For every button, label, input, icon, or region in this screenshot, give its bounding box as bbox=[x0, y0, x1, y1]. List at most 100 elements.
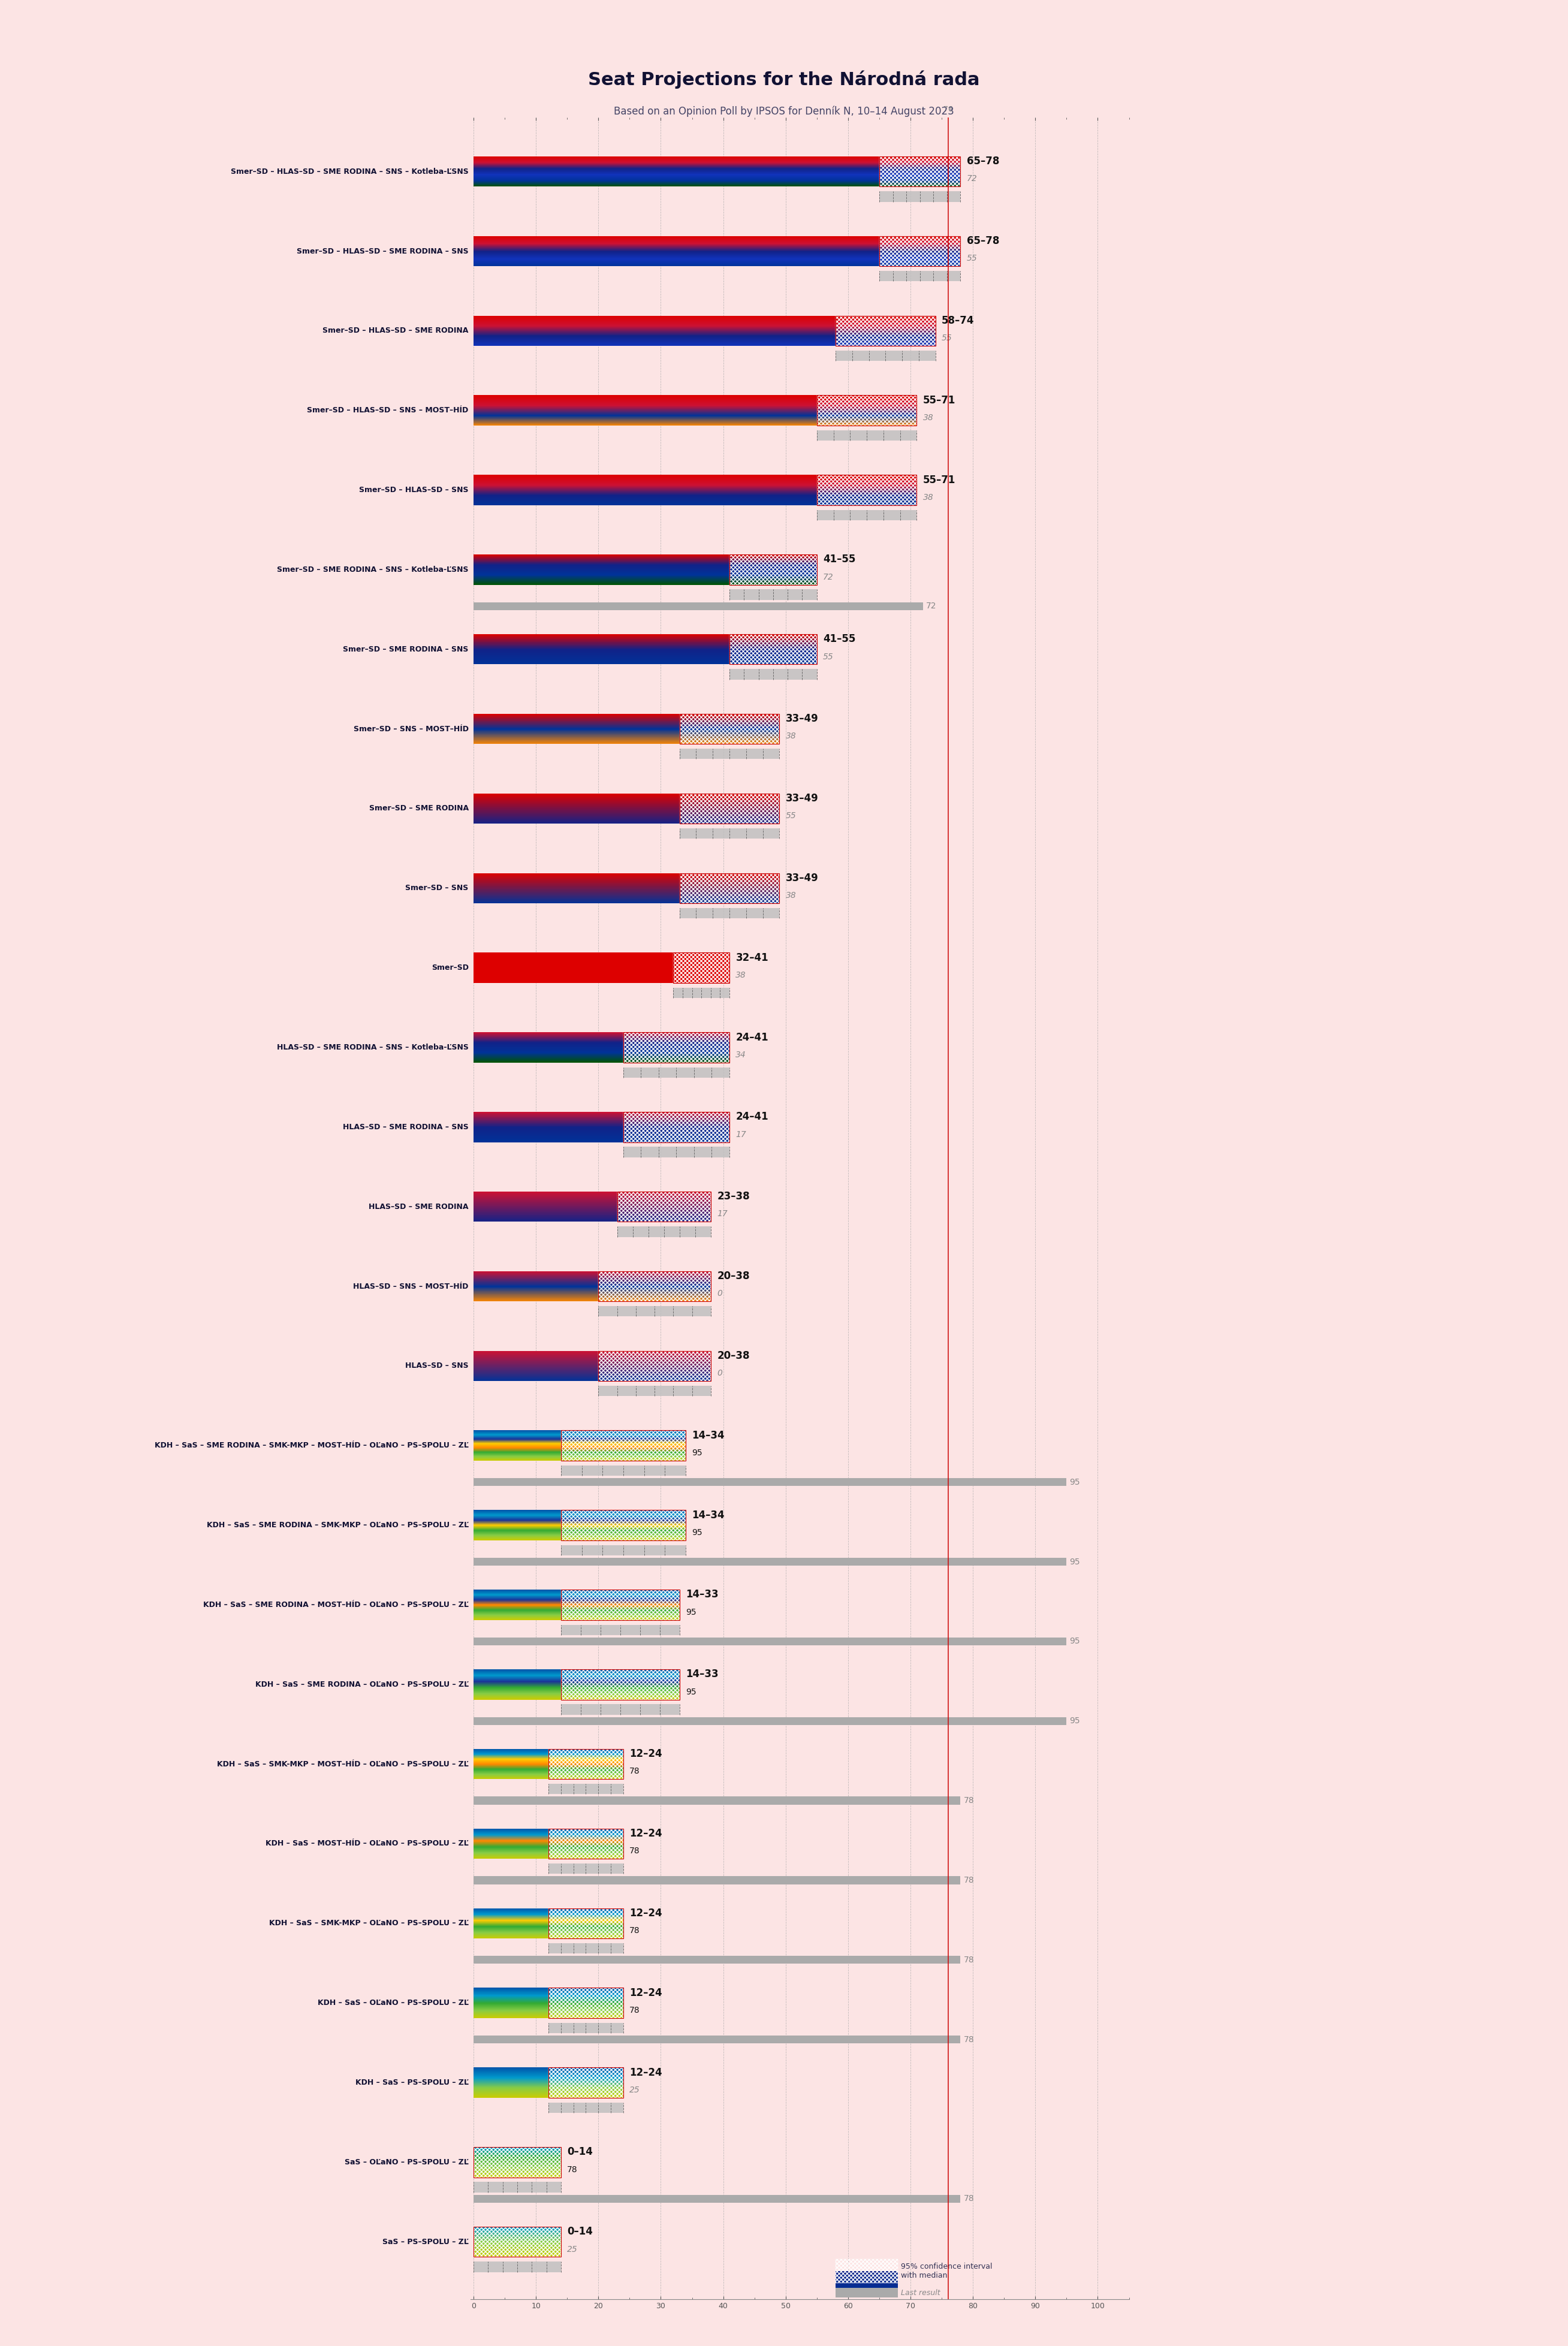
Text: 24–41: 24–41 bbox=[735, 1032, 768, 1042]
Text: Based on an Opinion Poll by IPSOS for Denník N, 10–14 August 2023: Based on an Opinion Poll by IPSOS for De… bbox=[613, 106, 955, 117]
Text: 78: 78 bbox=[964, 1877, 974, 1884]
Bar bbox=[624, 1112, 729, 1143]
Bar bbox=[618, 1192, 710, 1222]
Bar bbox=[474, 2226, 561, 2257]
Text: 38: 38 bbox=[924, 413, 933, 422]
Text: 78: 78 bbox=[568, 2165, 577, 2175]
Text: SaS – OĽaNO – PS–SPOLU – ZĽ: SaS – OĽaNO – PS–SPOLU – ZĽ bbox=[345, 2158, 469, 2165]
Text: 95: 95 bbox=[1069, 1717, 1080, 1724]
Text: 0: 0 bbox=[717, 1370, 723, 1377]
Text: 17: 17 bbox=[717, 1211, 728, 1218]
Bar bbox=[599, 1351, 710, 1382]
Bar bbox=[549, 1942, 624, 1954]
Bar bbox=[729, 589, 817, 601]
Bar bbox=[729, 554, 817, 584]
Text: 65–78: 65–78 bbox=[966, 235, 999, 246]
Text: 78: 78 bbox=[630, 1767, 640, 1776]
Bar bbox=[880, 237, 961, 267]
Text: 0: 0 bbox=[717, 1290, 723, 1297]
Text: 12–24: 12–24 bbox=[630, 1987, 662, 1999]
Text: KDH – SaS – SME RODINA – OĽaNO – PS–SPOLU – ZĽ: KDH – SaS – SME RODINA – OĽaNO – PS–SPOL… bbox=[256, 1680, 469, 1689]
Bar bbox=[679, 793, 779, 823]
Bar bbox=[836, 2259, 898, 2283]
Text: Smer–SD – HLAS–SD – SME RODINA – SNS: Smer–SD – HLAS–SD – SME RODINA – SNS bbox=[296, 246, 469, 256]
Bar bbox=[474, 1717, 1066, 1724]
Bar bbox=[624, 1032, 729, 1063]
Text: 78: 78 bbox=[630, 1926, 640, 1935]
Bar bbox=[549, 2067, 624, 2097]
Bar bbox=[618, 1227, 710, 1236]
Text: HLAS–SD – SME RODINA – SNS: HLAS–SD – SME RODINA – SNS bbox=[343, 1124, 469, 1131]
Text: 12–24: 12–24 bbox=[630, 1907, 662, 1919]
Text: 78: 78 bbox=[964, 2194, 974, 2203]
Text: 14–34: 14–34 bbox=[691, 1431, 724, 1440]
Bar bbox=[474, 2262, 561, 2271]
Text: 33–49: 33–49 bbox=[786, 713, 818, 725]
Bar bbox=[729, 669, 817, 680]
Text: 34: 34 bbox=[735, 1051, 746, 1058]
Bar bbox=[599, 1272, 710, 1302]
Bar bbox=[624, 1147, 729, 1157]
Text: 76: 76 bbox=[944, 106, 953, 113]
Text: 24–41: 24–41 bbox=[735, 1112, 768, 1121]
Text: 14–34: 14–34 bbox=[691, 1508, 724, 1520]
Bar bbox=[474, 2147, 561, 2177]
Bar bbox=[549, 1828, 624, 1858]
Bar bbox=[836, 317, 936, 345]
Bar bbox=[549, 2067, 624, 2097]
Bar bbox=[561, 1546, 685, 1555]
Text: 55: 55 bbox=[823, 652, 834, 662]
Text: Smer–SD – HLAS–SD – SNS – MOST–HÍD: Smer–SD – HLAS–SD – SNS – MOST–HÍD bbox=[307, 406, 469, 415]
Bar bbox=[599, 1351, 710, 1382]
Text: 55–71: 55–71 bbox=[924, 394, 955, 406]
Text: KDH – SaS – SME RODINA – SMK-MKP – OĽaNO – PS–SPOLU – ZĽ: KDH – SaS – SME RODINA – SMK-MKP – OĽaNO… bbox=[207, 1520, 469, 1530]
Bar bbox=[836, 317, 936, 345]
Text: Smer–SD – SME RODINA – SNS: Smer–SD – SME RODINA – SNS bbox=[343, 645, 469, 652]
Text: KDH – SaS – OĽaNO – PS–SPOLU – ZĽ: KDH – SaS – OĽaNO – PS–SPOLU – ZĽ bbox=[317, 1999, 469, 2006]
Bar bbox=[549, 1863, 624, 1874]
Bar bbox=[618, 1192, 710, 1222]
Text: HLAS–SD – SME RODINA: HLAS–SD – SME RODINA bbox=[368, 1203, 469, 1211]
Bar bbox=[474, 1478, 1066, 1485]
Text: Smer–SD: Smer–SD bbox=[431, 964, 469, 971]
Text: Last result: Last result bbox=[902, 2290, 941, 2297]
Bar bbox=[549, 1907, 624, 1938]
Text: 32–41: 32–41 bbox=[735, 952, 768, 962]
Bar bbox=[599, 1272, 710, 1302]
Bar bbox=[549, 1828, 624, 1858]
Text: 58–74: 58–74 bbox=[942, 314, 974, 326]
Text: 33–49: 33–49 bbox=[786, 793, 818, 805]
Bar bbox=[673, 988, 729, 997]
Text: Smer–SD – SNS: Smer–SD – SNS bbox=[406, 884, 469, 891]
Bar bbox=[474, 2147, 561, 2177]
Bar bbox=[474, 1638, 1066, 1645]
Bar bbox=[474, 2196, 961, 2203]
Text: 33–49: 33–49 bbox=[786, 873, 818, 884]
Text: 55–71: 55–71 bbox=[924, 474, 955, 486]
Bar bbox=[679, 748, 779, 760]
Text: 12–24: 12–24 bbox=[630, 1748, 662, 1759]
Text: Smer–SD – HLAS–SD – SME RODINA: Smer–SD – HLAS–SD – SME RODINA bbox=[323, 326, 469, 335]
Text: KDH – SaS – SME RODINA – MOST–HÍD – OĽaNO – PS–SPOLU – ZĽ: KDH – SaS – SME RODINA – MOST–HÍD – OĽaN… bbox=[204, 1600, 469, 1609]
Text: 17: 17 bbox=[735, 1131, 746, 1138]
Text: 95: 95 bbox=[685, 1687, 696, 1696]
Text: 38: 38 bbox=[924, 493, 933, 502]
Bar bbox=[474, 2036, 961, 2043]
Text: 20–38: 20–38 bbox=[717, 1272, 750, 1281]
Bar bbox=[549, 1907, 624, 1938]
Text: 38: 38 bbox=[786, 891, 797, 901]
Bar bbox=[880, 237, 961, 267]
Bar bbox=[679, 713, 779, 744]
Text: 65–78: 65–78 bbox=[966, 155, 999, 167]
Bar bbox=[679, 713, 779, 744]
Bar bbox=[549, 2022, 624, 2034]
Text: Smer–SD – SME RODINA – SNS – Kotleba-ĽSNS: Smer–SD – SME RODINA – SNS – Kotleba-ĽSN… bbox=[278, 565, 469, 572]
Text: 72: 72 bbox=[823, 572, 834, 582]
Text: 95% confidence interval
with median: 95% confidence interval with median bbox=[902, 2264, 993, 2280]
Text: 20–38: 20–38 bbox=[717, 1351, 750, 1361]
Bar bbox=[561, 1511, 685, 1541]
Text: 25: 25 bbox=[630, 2086, 640, 2095]
Text: 25: 25 bbox=[568, 2245, 577, 2255]
Text: 55: 55 bbox=[966, 253, 977, 263]
Text: 41–55: 41–55 bbox=[823, 633, 856, 645]
